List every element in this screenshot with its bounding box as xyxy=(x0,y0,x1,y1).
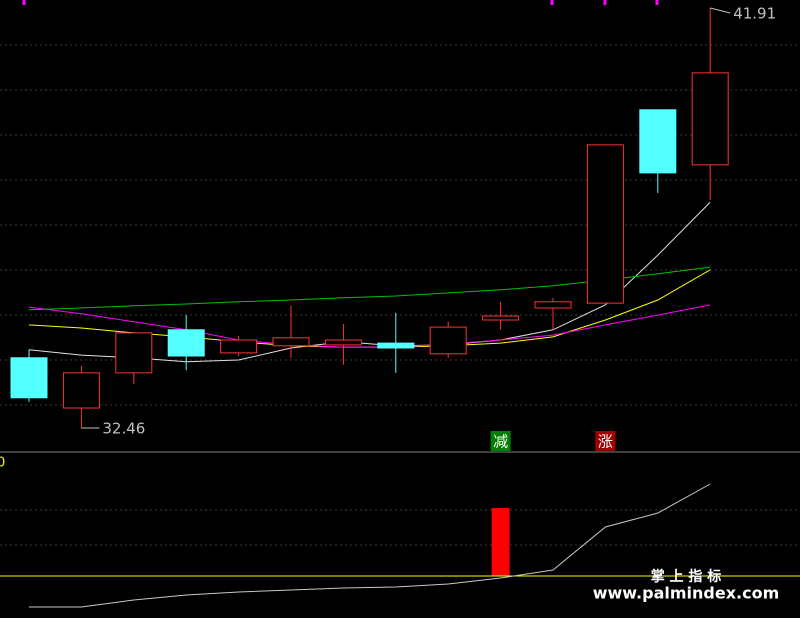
max-pointer xyxy=(710,7,731,14)
candle-body xyxy=(691,72,729,166)
indicator-bar xyxy=(491,508,510,576)
candle-body xyxy=(482,315,520,321)
top-markers xyxy=(22,0,659,5)
candle-body xyxy=(220,339,258,354)
signal-label: 涨 xyxy=(598,433,613,451)
indicator-label: 0 xyxy=(0,456,5,471)
candle-body xyxy=(10,357,48,399)
candle-body xyxy=(377,342,415,349)
candle-body xyxy=(586,144,624,304)
signal-label: 减 xyxy=(493,433,508,451)
candle-body xyxy=(272,337,310,347)
watermark-url: www.palmindex.com xyxy=(593,584,780,603)
candle-body xyxy=(639,109,677,174)
candle-body xyxy=(167,329,205,357)
watermark-title: 掌 上 指 标 xyxy=(651,568,722,585)
grid xyxy=(0,44,800,546)
candle-body xyxy=(115,332,153,374)
signal-box xyxy=(490,431,511,451)
candle-body xyxy=(324,339,362,346)
candle-body xyxy=(62,372,100,409)
min-label: 32.46 xyxy=(102,420,145,438)
candle-body xyxy=(534,301,572,309)
indicator-line xyxy=(29,483,711,608)
candle-body xyxy=(429,326,467,355)
max-label: 41.91 xyxy=(733,5,776,23)
moving-average xyxy=(28,304,711,348)
signal-box xyxy=(595,431,616,451)
